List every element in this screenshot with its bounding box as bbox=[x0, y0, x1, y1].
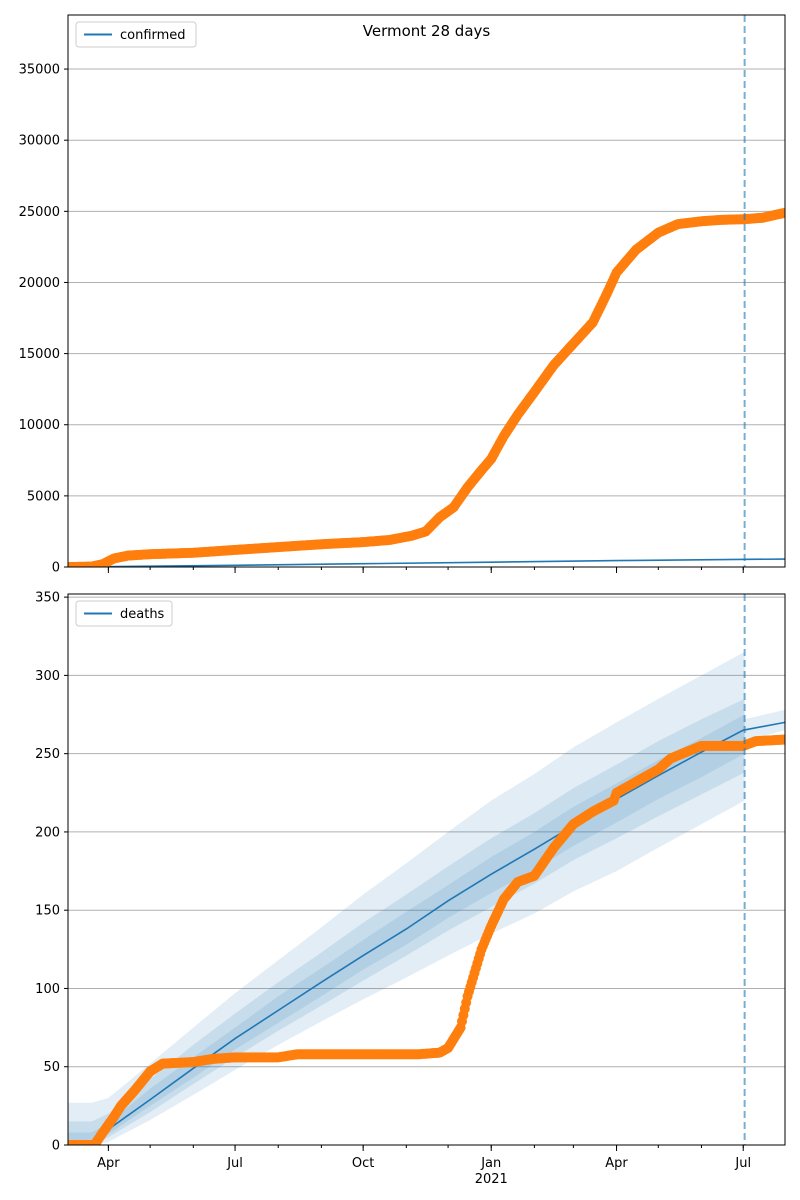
axes-frame bbox=[67, 593, 786, 1146]
confirmed-panel: 0 5000 10000 15000 20000 25000 30000 35000 confi… bbox=[19, 14, 786, 576]
y-tick-label: 250 bbox=[35, 747, 60, 762]
x-tick-label: Jan bbox=[480, 1156, 501, 1171]
plot-area bbox=[68, 15, 785, 567]
x-tick-label: Oct bbox=[352, 1156, 374, 1171]
x-tick-label: Apr bbox=[605, 1156, 628, 1171]
observed-series bbox=[68, 734, 785, 1145]
x-tick-label: Jul bbox=[734, 1156, 751, 1171]
plot-area bbox=[68, 594, 785, 1145]
series-line-deaths bbox=[91, 721, 785, 1143]
y-tick-label: 200 bbox=[35, 825, 60, 840]
y-tick-label: 10000 bbox=[19, 418, 60, 433]
y-tick-label: 150 bbox=[35, 904, 60, 919]
y-tick-label: 15000 bbox=[19, 347, 60, 362]
y-tick-label: 0 bbox=[52, 561, 60, 576]
y-tick-label: 25000 bbox=[19, 205, 60, 220]
uncertainty-band bbox=[68, 651, 745, 1145]
y-tick-label: 100 bbox=[35, 982, 60, 997]
legend-box bbox=[75, 21, 197, 48]
uncertainty-band bbox=[68, 698, 745, 1145]
observed-point bbox=[780, 207, 785, 218]
y-tick-label: 0 bbox=[52, 1139, 60, 1154]
legend-label: deaths bbox=[120, 607, 165, 622]
axes-frame bbox=[67, 14, 786, 568]
legend: deaths bbox=[75, 600, 173, 627]
observed-series bbox=[68, 207, 785, 567]
series-line-confirmed bbox=[68, 558, 785, 567]
observed-point bbox=[780, 734, 785, 745]
chart-title: Vermont 28 days bbox=[363, 22, 491, 40]
y-tick-label: 35000 bbox=[19, 63, 60, 78]
legend-box bbox=[75, 600, 173, 627]
x-tick-label: Apr bbox=[97, 1156, 120, 1171]
y-tick-label: 30000 bbox=[19, 134, 60, 149]
y-tick-label: 5000 bbox=[27, 489, 60, 504]
legend-label: confirmed bbox=[120, 28, 186, 43]
y-tick-label: 20000 bbox=[19, 276, 60, 291]
y-tick-label: 300 bbox=[35, 669, 60, 684]
legend: confirmed bbox=[75, 21, 197, 48]
x-tick-label: Jul bbox=[226, 1156, 243, 1171]
y-tick-label: 350 bbox=[35, 591, 60, 606]
x-tick-label: 2021 bbox=[475, 1172, 508, 1187]
y-tick-label: 50 bbox=[43, 1060, 60, 1075]
